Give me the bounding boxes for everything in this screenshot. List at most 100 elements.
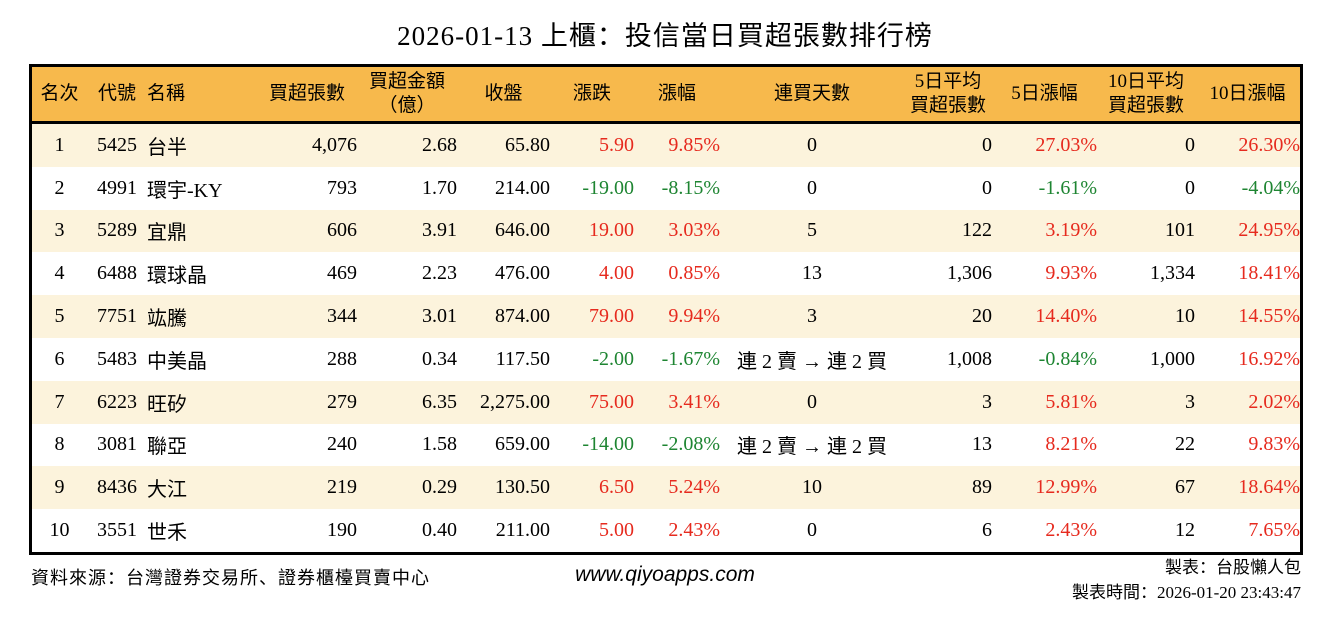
- cell-streak: 10: [802, 476, 822, 499]
- cell-close: 646.00: [495, 219, 550, 242]
- credit-block: 製表：台股懶人包 製表時間：2026-01-20 23:43:47: [1072, 555, 1301, 605]
- column-header-code: 代號: [87, 65, 147, 124]
- cell-amount: 2.68: [422, 133, 457, 156]
- cell-rank: 3: [54, 219, 65, 242]
- cell-net-buy: 190: [327, 519, 357, 542]
- cell-close: 476.00: [495, 262, 550, 285]
- cell-amount: 1.70: [422, 176, 457, 199]
- cell-streak: 3: [807, 305, 817, 328]
- cell-amount: 2.23: [422, 262, 457, 285]
- made-by-label: 製表：台股懶人包: [1165, 557, 1301, 577]
- cell-code: 6488: [97, 262, 137, 285]
- table-row: 8 3081 聯亞 240 1.58 659.00 -14.00 -2.08% 連 2 賣 → …: [30, 423, 1302, 467]
- cell-avg5: 122: [962, 219, 992, 242]
- cell-change-pct: 0.85%: [668, 262, 720, 285]
- column-header-net-buy: 買超張數: [257, 65, 357, 124]
- data-source-note: 資料來源：台灣證券交易所、證券櫃檯買賣中心: [31, 567, 430, 588]
- cell-pct5: 9.93%: [1045, 262, 1097, 285]
- cell-pct5: -1.61%: [1038, 176, 1097, 199]
- cell-code: 5483: [97, 347, 137, 370]
- cell-pct10: 7.65%: [1248, 519, 1300, 542]
- column-header-avg5: 5日平均 買超張數: [904, 65, 992, 124]
- cell-avg10: 3: [1185, 390, 1195, 413]
- cell-close: 211.00: [495, 519, 550, 542]
- page-title: 2026-01-13 上櫃：投信當日買超張數排行榜: [397, 21, 933, 51]
- cell-avg5: 3: [982, 390, 992, 413]
- cell-pct5: 27.03%: [1035, 133, 1097, 156]
- cell-code: 8436: [97, 476, 137, 499]
- cell-streak: 13: [802, 262, 822, 285]
- cell-pct10: 18.41%: [1238, 262, 1300, 285]
- column-header-change-pct: 漲幅: [634, 65, 720, 124]
- cell-code: 5425: [97, 133, 137, 156]
- column-header-name: 名稱: [147, 65, 257, 124]
- cell-change: -19.00: [582, 176, 634, 199]
- cell-close: 117.50: [495, 347, 550, 370]
- column-header-pct10: 10日漲幅: [1195, 65, 1302, 124]
- cell-close: 2,275.00: [480, 390, 550, 413]
- cell-amount: 0.29: [422, 476, 457, 499]
- cell-change: 75.00: [589, 390, 634, 413]
- cell-rank: 6: [54, 347, 65, 370]
- cell-streak: 0: [807, 519, 817, 542]
- cell-change: -2.00: [592, 347, 634, 370]
- cell-close: 130.50: [495, 476, 550, 499]
- cell-avg10: 10: [1175, 305, 1195, 328]
- cell-avg5: 6: [982, 519, 992, 542]
- cell-close: 874.00: [495, 305, 550, 328]
- table-row: 3 5289 宜鼎 606 3.91 646.00 19.00 3.03% 5 122 3.19% 1…: [30, 209, 1302, 253]
- cell-streak: 0: [807, 176, 817, 199]
- cell-code: 6223: [97, 390, 137, 413]
- cell-change: 4.00: [599, 262, 634, 285]
- cell-avg10: 0: [1185, 176, 1195, 199]
- cell-net-buy: 344: [327, 305, 357, 328]
- cell-net-buy: 793: [327, 176, 357, 199]
- cell-avg5: 89: [972, 476, 992, 499]
- cell-change-pct: -1.67%: [661, 347, 720, 370]
- cell-rank: 2: [54, 176, 65, 199]
- table-row: 10 3551 世禾 190 0.40 211.00 5.00 2.43% 0 6 2.43% 12 7…: [30, 509, 1302, 554]
- cell-rank: 10: [49, 519, 70, 542]
- column-header-streak: 連買天數: [720, 65, 904, 124]
- cell-net-buy: 219: [327, 476, 357, 499]
- cell-rank: 1: [54, 133, 65, 156]
- cell-change: 5.00: [599, 519, 634, 542]
- cell-net-buy: 240: [327, 433, 357, 456]
- table-row: 9 8436 大江 219 0.29 130.50 6.50 5.24% 10 89 12.99% 6…: [30, 466, 1302, 510]
- cell-pct10: 26.30%: [1238, 133, 1300, 156]
- cell-code: 3081: [97, 433, 137, 456]
- cell-amount: 6.35: [422, 390, 457, 413]
- cell-change: 79.00: [589, 305, 634, 328]
- cell-avg10: 0: [1185, 133, 1195, 156]
- cell-pct5: 2.43%: [1045, 519, 1097, 542]
- cell-close: 65.80: [505, 133, 550, 156]
- cell-close: 214.00: [495, 176, 550, 199]
- cell-streak: 0: [807, 390, 817, 413]
- cell-name: 宜鼎: [147, 222, 187, 245]
- cell-pct10: 9.83%: [1248, 433, 1300, 456]
- table-header-row: 名次 代號 名稱 買超張數 買超金額 （億） 收盤 漲跌 漲幅 連買天數 5日平均 買超張數 5日漲…: [30, 65, 1302, 124]
- table-row: 1 5425 台半 4,076 2.68 65.80 5.90 9.85% 0 0 27.03% 0 2…: [30, 122, 1302, 167]
- cell-net-buy: 279: [327, 390, 357, 413]
- cell-avg5: 13: [972, 433, 992, 456]
- cell-pct5: 5.81%: [1045, 390, 1097, 413]
- cell-code: 3551: [97, 519, 137, 542]
- cell-avg10: 67: [1175, 476, 1195, 499]
- table-row: 5 7751 竑騰 344 3.01 874.00 79.00 9.94% 3 20 14.40% 1…: [30, 295, 1302, 338]
- cell-pct5: 3.19%: [1045, 219, 1097, 242]
- cell-rank: 9: [54, 476, 65, 499]
- cell-rank: 4: [54, 262, 65, 285]
- cell-amount: 0.40: [422, 519, 457, 542]
- cell-change-pct: 2.43%: [668, 519, 720, 542]
- cell-streak: 連 2 賣 → 連 2 買: [737, 436, 887, 459]
- cell-change-pct: 3.41%: [668, 390, 720, 413]
- cell-pct5: 12.99%: [1035, 476, 1097, 499]
- cell-avg10: 22: [1175, 433, 1195, 456]
- cell-rank: 8: [54, 433, 65, 456]
- cell-pct5: 8.21%: [1045, 433, 1097, 456]
- cell-avg5: 0: [982, 133, 992, 156]
- cell-name: 世禾: [147, 522, 187, 545]
- cell-name: 聯亞: [147, 436, 187, 459]
- cell-name: 大江: [147, 479, 187, 502]
- cell-pct10: 24.95%: [1238, 219, 1300, 242]
